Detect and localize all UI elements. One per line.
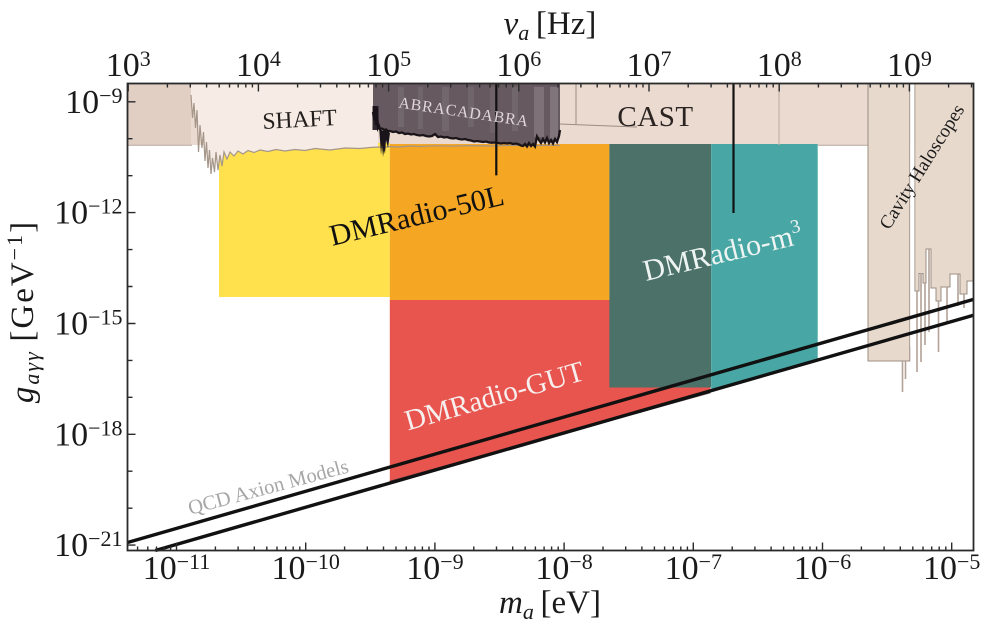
svg-text:10−8: 10−8 [535, 549, 592, 587]
svg-text:gaγγ [GeV−1]: gaγγ [GeV−1] [2, 220, 44, 403]
svg-text:ma [eV]: ma [eV] [499, 585, 601, 624]
svg-text:CAST: CAST [617, 101, 693, 133]
svg-text:SHAFT: SHAFT [262, 105, 338, 135]
svg-text:νa [Hz]: νa [Hz] [504, 6, 597, 45]
svg-text:106: 106 [496, 46, 541, 84]
